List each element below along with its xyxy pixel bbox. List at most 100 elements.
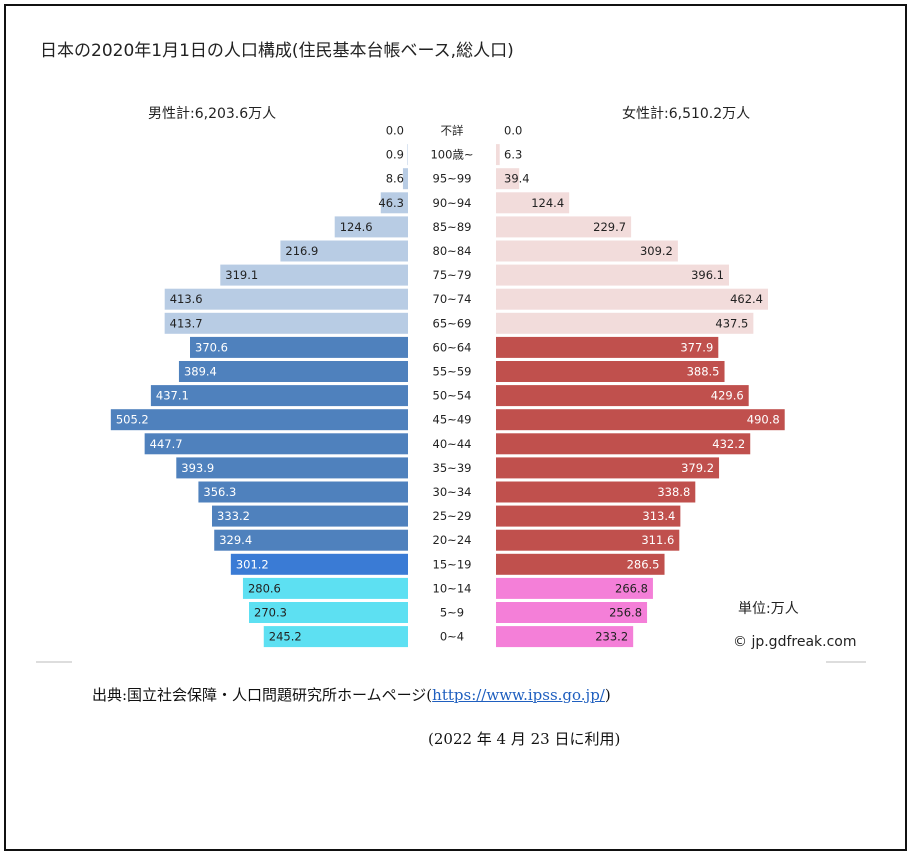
female-value-label: 437.5	[715, 316, 748, 330]
age-label: 5~9	[440, 606, 464, 620]
age-label: 85~89	[433, 220, 472, 234]
male-bar	[144, 433, 408, 455]
male-value-label: 413.6	[170, 292, 203, 306]
female-bar	[496, 240, 678, 262]
female-value-label: 266.8	[615, 581, 648, 595]
female-bar	[496, 553, 665, 575]
female-bar	[496, 481, 696, 503]
male-value-label: 8.6	[386, 172, 404, 186]
age-label: 20~24	[433, 533, 472, 547]
age-label: 95~99	[433, 172, 472, 186]
male-value-label: 437.1	[156, 389, 189, 403]
age-label: 100歳~	[430, 148, 473, 162]
female-bar	[496, 457, 720, 479]
age-label: 65~69	[433, 316, 472, 330]
female-value-label: 39.4	[504, 172, 530, 186]
female-value-label: 396.1	[691, 268, 724, 282]
female-value-label: 311.6	[641, 533, 674, 547]
male-value-label: 329.4	[219, 533, 252, 547]
male-value-label: 393.9	[181, 461, 214, 475]
male-value-label: 216.9	[285, 244, 318, 258]
female-value-label: 233.2	[595, 630, 628, 644]
female-value-label: 432.2	[712, 437, 745, 451]
male-bar	[334, 216, 408, 238]
bars-group: 不詳 0.0 0.0 100歳~ 0.9 6.3 95~99 8.6 39.4 90~94 46.3…	[110, 124, 785, 648]
source-suffix: )	[604, 686, 611, 704]
female-bar	[496, 577, 653, 599]
population-pyramid-chart: 日本の2020年1月1日の人口構成(住民基本台帳ベース,総人口) 男性計:6,2…	[36, 41, 866, 663]
female-value-label: 490.8	[747, 413, 780, 427]
source-citation: 出典:国立社会保障・人口問題研究所ホームページ(https://www.ipss…	[92, 684, 611, 705]
female-bar	[496, 336, 719, 358]
source-link[interactable]: https://www.ipss.go.jp/	[432, 686, 605, 704]
age-label: 45~49	[433, 413, 472, 427]
chart-title: 日本の2020年1月1日の人口構成(住民基本台帳ベース,総人口)	[40, 41, 514, 61]
male-bar	[280, 240, 408, 262]
male-total-label: 男性計:6,203.6万人	[148, 106, 276, 122]
female-bar	[496, 168, 520, 190]
male-value-label: 0.0	[386, 124, 404, 138]
male-value-label: 46.3	[378, 196, 404, 210]
male-value-label: 280.6	[248, 581, 281, 595]
female-value-label: 286.5	[627, 557, 660, 571]
male-bar	[110, 409, 408, 431]
female-bar	[496, 602, 648, 623]
male-value-label: 0.9	[386, 148, 404, 162]
female-value-label: 0.0	[504, 124, 522, 138]
male-value-label: 319.1	[225, 268, 258, 282]
female-value-label: 6.3	[504, 148, 522, 162]
age-label: 不詳	[441, 124, 464, 138]
male-bar	[176, 457, 408, 479]
age-label: 40~44	[433, 437, 472, 451]
male-value-label: 413.7	[170, 316, 203, 330]
age-label: 10~14	[433, 581, 472, 595]
male-value-label: 389.4	[184, 365, 217, 379]
female-bar	[496, 409, 785, 431]
female-value-label: 309.2	[640, 244, 673, 258]
male-bar	[242, 577, 408, 599]
figure-frame	[4, 4, 907, 851]
age-label: 25~29	[433, 509, 472, 523]
male-value-label: 356.3	[203, 485, 236, 499]
age-label: 30~34	[433, 485, 472, 499]
age-label: 80~84	[433, 244, 472, 258]
female-value-label: 462.4	[730, 292, 763, 306]
female-total-label: 女性計:6,510.2万人	[622, 105, 750, 122]
male-bar	[220, 264, 408, 286]
male-value-label: 245.2	[269, 630, 302, 644]
age-label: 90~94	[433, 196, 472, 210]
female-bar	[496, 505, 681, 527]
male-bar	[198, 481, 408, 503]
male-bar	[402, 168, 408, 190]
male-bar	[212, 505, 408, 527]
age-label: 55~59	[433, 365, 472, 379]
female-bar	[496, 529, 680, 551]
female-value-label: 338.8	[657, 485, 690, 499]
female-bar	[496, 312, 754, 334]
male-bar	[249, 602, 408, 623]
female-bar	[496, 216, 632, 238]
male-bar	[263, 626, 408, 648]
male-value-label: 333.2	[217, 509, 250, 523]
female-bar	[496, 264, 729, 286]
age-label: 0~4	[440, 630, 464, 644]
usage-note: (2022 年 4 月 23 日に利用)	[428, 730, 621, 748]
female-bar	[496, 385, 749, 407]
age-label: 60~64	[433, 340, 472, 354]
female-bar	[496, 288, 768, 310]
age-label: 35~39	[433, 461, 472, 475]
female-value-label: 229.7	[593, 220, 626, 234]
female-value-label: 256.8	[609, 606, 642, 620]
age-label: 15~19	[433, 557, 472, 571]
female-bar	[496, 192, 570, 214]
female-value-label: 377.9	[680, 340, 713, 354]
female-bar	[496, 144, 500, 166]
age-label: 50~54	[433, 389, 472, 403]
unit-label: 単位:万人	[738, 601, 799, 617]
female-bar	[496, 626, 634, 648]
female-bar	[496, 433, 751, 455]
male-bar	[380, 192, 408, 214]
male-bar	[190, 336, 408, 358]
male-bar	[178, 361, 408, 382]
male-bar	[164, 288, 408, 310]
